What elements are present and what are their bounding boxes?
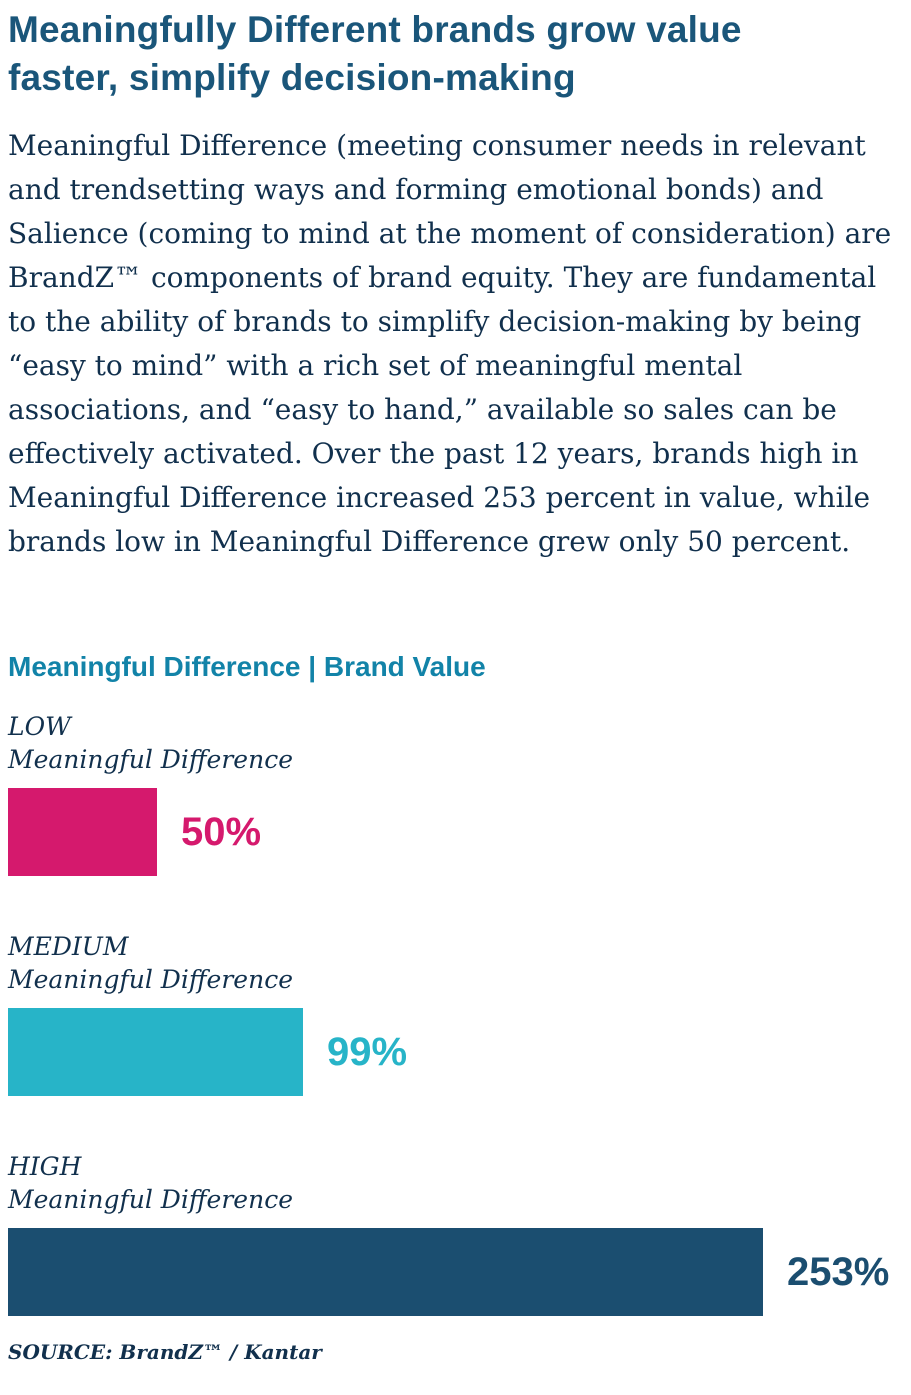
bar-category-label-medium: MEDIUM Meaningful Difference [8, 930, 901, 996]
bar-group-medium: MEDIUM Meaningful Difference 99% [8, 930, 901, 1096]
bar-value-label-medium: 99% [327, 1030, 408, 1074]
bar-category-label-high: HIGH Meaningful Difference [8, 1150, 901, 1216]
source-note: SOURCE: BrandZ™ / Kantar [8, 1340, 322, 1364]
bar-chart: Meaningful Difference | Brand Value LOW … [8, 650, 901, 1316]
bar-level-label: LOW [8, 712, 71, 741]
bar-low [8, 788, 157, 876]
bar-group-high: HIGH Meaningful Difference 253% [8, 1150, 901, 1316]
bar-medium [8, 1008, 303, 1096]
bar-level-label: MEDIUM [8, 932, 129, 961]
bar-category-label-low: LOW Meaningful Difference [8, 710, 901, 776]
bar-group-low: LOW Meaningful Difference 50% [8, 710, 901, 876]
bar-row-high: 253% [8, 1228, 901, 1316]
page-title: Meaningfully Different brands grow value… [8, 9, 742, 98]
bar-row-medium: 99% [8, 1008, 901, 1096]
bar-high [8, 1228, 763, 1316]
bar-level-label: HIGH [8, 1152, 82, 1181]
bar-sublabel: Meaningful Difference [8, 745, 293, 774]
bar-sublabel: Meaningful Difference [8, 965, 293, 994]
bar-value-label-low: 50% [181, 810, 262, 854]
body-paragraph: Meaningful Difference (meeting consumer … [8, 129, 892, 558]
bar-value-label-high: 253% [787, 1250, 890, 1294]
chart-title: Meaningful Difference | Brand Value [8, 651, 486, 682]
bar-row-low: 50% [8, 788, 901, 876]
bar-sublabel: Meaningful Difference [8, 1185, 293, 1214]
